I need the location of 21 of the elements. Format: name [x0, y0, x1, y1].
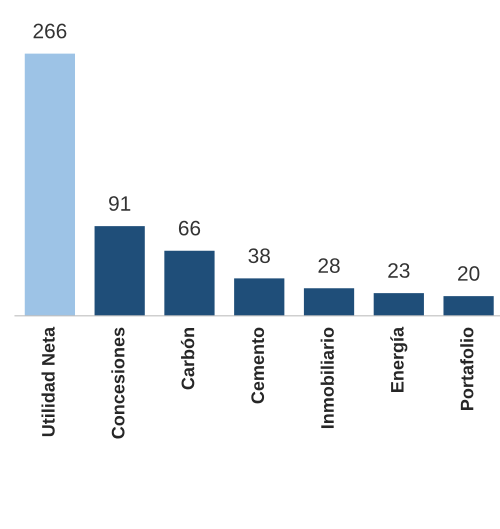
x-tick-label: Inmobiliario: [320, 328, 334, 428]
bar: [94, 226, 145, 316]
bar: [24, 54, 76, 316]
data-label: 20: [458, 266, 480, 281]
bar: [234, 278, 284, 316]
x-tick-label: Portafolio: [460, 328, 474, 410]
data-label: 91: [109, 196, 130, 211]
data-label: 38: [248, 248, 270, 264]
data-label: 28: [318, 258, 340, 273]
data-label: 23: [388, 263, 410, 278]
x-tick-label: Carbón: [180, 328, 194, 390]
bar: [374, 293, 424, 316]
bar: [443, 296, 494, 316]
x-tick-label: Cemento: [251, 328, 264, 404]
x-tick-label: Energía: [390, 326, 408, 392]
x-tick-label: Utilidad Neta: [41, 326, 55, 436]
x-tick-label: Concesiones: [111, 328, 125, 439]
bar: [164, 250, 215, 316]
data-label: 66: [178, 220, 200, 236]
data-label: 266: [34, 24, 66, 38]
bar: [304, 288, 354, 316]
